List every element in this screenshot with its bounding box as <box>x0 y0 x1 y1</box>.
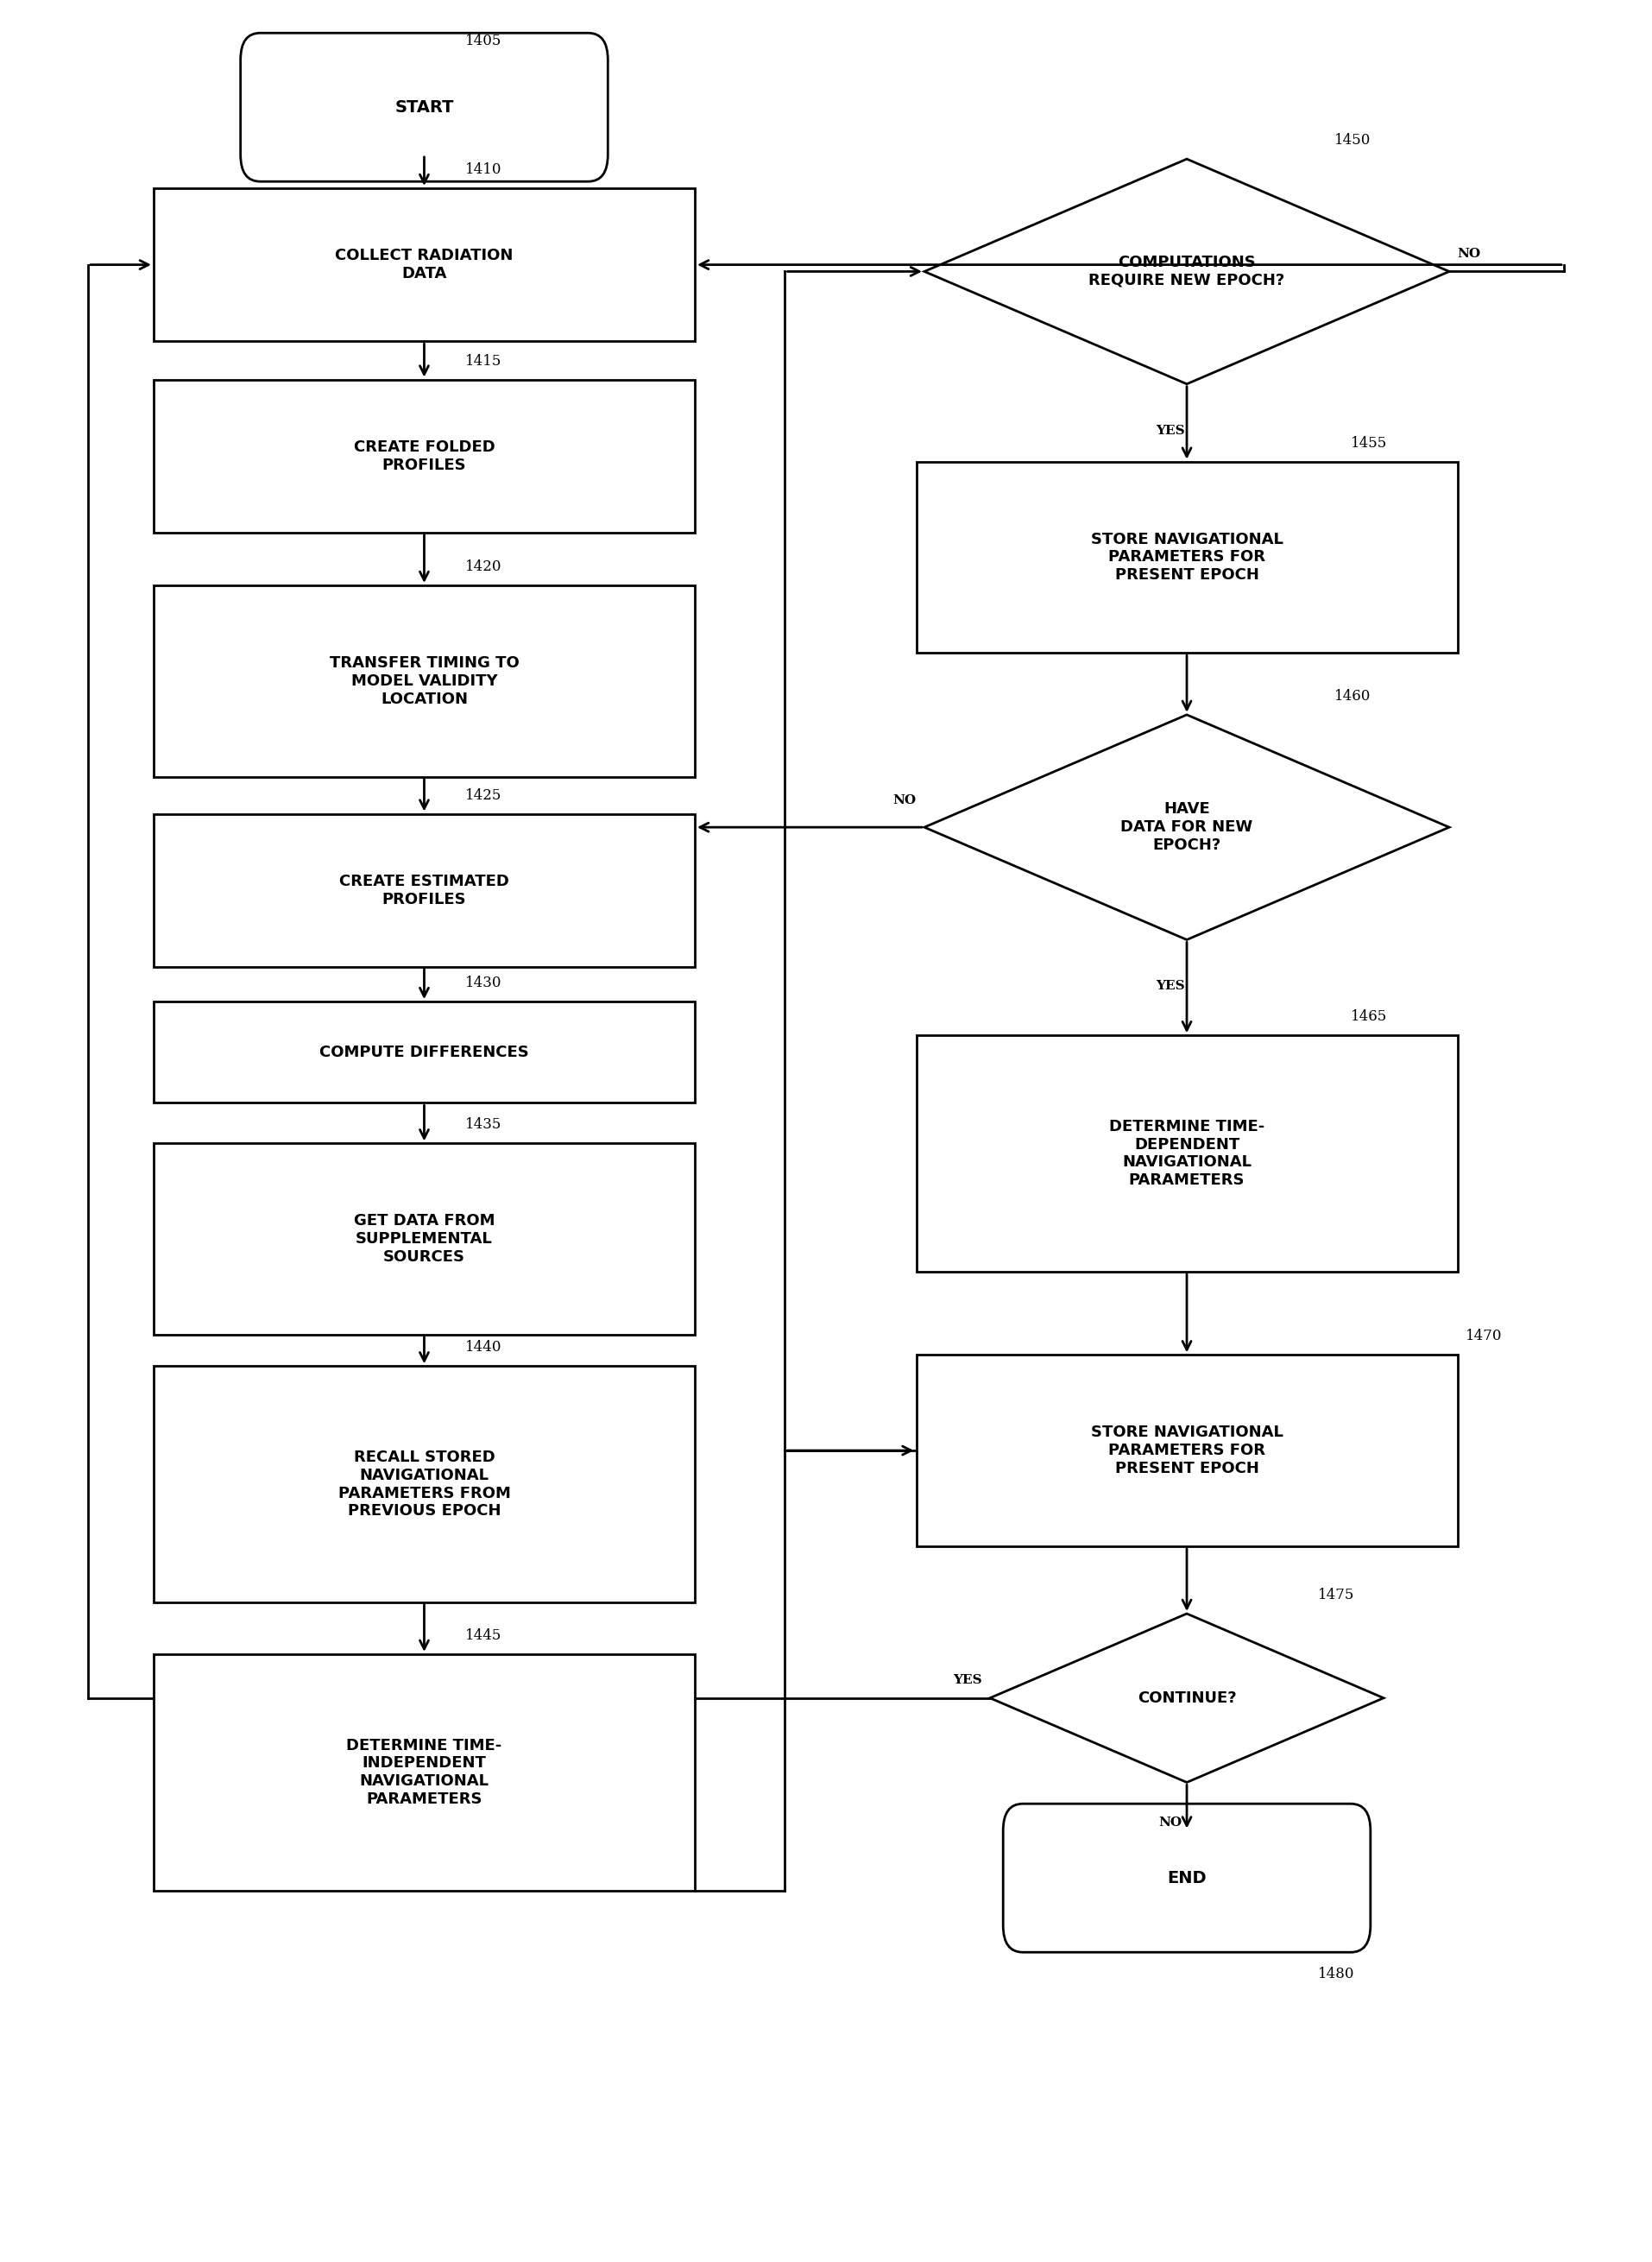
Text: NO: NO <box>892 794 917 805</box>
Text: 1470: 1470 <box>1465 1330 1502 1344</box>
Bar <box>154 814 695 966</box>
Text: RECALL STORED
NAVIGATIONAL
PARAMETERS FROM
PREVIOUS EPOCH: RECALL STORED NAVIGATIONAL PARAMETERS FR… <box>339 1450 510 1520</box>
Text: YES: YES <box>953 1674 981 1685</box>
Text: NO: NO <box>1158 1816 1183 1828</box>
Text: 1480: 1480 <box>1318 1968 1355 1982</box>
Text: START: START <box>395 100 454 115</box>
Text: TRANSFER TIMING TO
MODEL VALIDITY
LOCATION: TRANSFER TIMING TO MODEL VALIDITY LOCATI… <box>329 656 519 706</box>
Text: STORE NAVIGATIONAL
PARAMETERS FOR
PRESENT EPOCH: STORE NAVIGATIONAL PARAMETERS FOR PRESEN… <box>1090 1425 1284 1477</box>
Text: COMPUTE DIFFERENCES: COMPUTE DIFFERENCES <box>319 1045 529 1061</box>
Bar <box>917 1036 1457 1271</box>
Text: YES: YES <box>1156 979 1184 993</box>
FancyBboxPatch shape <box>1003 1803 1371 1952</box>
Text: 1405: 1405 <box>466 34 502 50</box>
Text: DETERMINE TIME-
INDEPENDENT
NAVIGATIONAL
PARAMETERS: DETERMINE TIME- INDEPENDENT NAVIGATIONAL… <box>347 1737 502 1807</box>
Text: 1455: 1455 <box>1351 437 1388 450</box>
Polygon shape <box>925 715 1449 939</box>
Text: 1415: 1415 <box>466 353 502 369</box>
Text: 1465: 1465 <box>1351 1009 1388 1025</box>
Text: YES: YES <box>1156 425 1184 437</box>
Text: CONTINUE?: CONTINUE? <box>1137 1690 1236 1706</box>
Bar <box>154 586 695 776</box>
Bar <box>154 1142 695 1335</box>
Text: CREATE FOLDED
PROFILES: CREATE FOLDED PROFILES <box>354 439 496 473</box>
FancyBboxPatch shape <box>241 34 608 181</box>
Text: 1425: 1425 <box>466 787 502 803</box>
Text: 1475: 1475 <box>1318 1588 1355 1601</box>
Text: 1420: 1420 <box>466 559 502 575</box>
Text: DETERMINE TIME-
DEPENDENT
NAVIGATIONAL
PARAMETERS: DETERMINE TIME- DEPENDENT NAVIGATIONAL P… <box>1108 1120 1264 1188</box>
Polygon shape <box>990 1613 1384 1782</box>
Text: NO: NO <box>1457 247 1480 260</box>
Text: COMPUTATIONS
REQUIRE NEW EPOCH?: COMPUTATIONS REQUIRE NEW EPOCH? <box>1089 256 1285 287</box>
Text: 1460: 1460 <box>1335 690 1371 703</box>
Bar <box>154 188 695 342</box>
Bar <box>154 380 695 532</box>
Text: COLLECT RADIATION
DATA: COLLECT RADIATION DATA <box>335 249 514 280</box>
Text: 1410: 1410 <box>466 163 502 176</box>
Polygon shape <box>925 158 1449 385</box>
Text: 1435: 1435 <box>466 1117 502 1131</box>
Bar <box>154 1002 695 1104</box>
Text: CREATE ESTIMATED
PROFILES: CREATE ESTIMATED PROFILES <box>339 873 509 907</box>
Text: 1440: 1440 <box>466 1339 502 1355</box>
Text: 1430: 1430 <box>466 975 502 991</box>
Bar <box>917 461 1457 654</box>
Bar <box>917 1355 1457 1547</box>
Bar <box>154 1366 695 1601</box>
Text: GET DATA FROM
SUPPLEMENTAL
SOURCES: GET DATA FROM SUPPLEMENTAL SOURCES <box>354 1212 494 1264</box>
Text: HAVE
DATA FOR NEW
EPOCH?: HAVE DATA FOR NEW EPOCH? <box>1120 801 1252 853</box>
Text: 1445: 1445 <box>466 1629 502 1642</box>
Text: END: END <box>1166 1871 1206 1887</box>
Bar <box>154 1654 695 1891</box>
Text: STORE NAVIGATIONAL
PARAMETERS FOR
PRESENT EPOCH: STORE NAVIGATIONAL PARAMETERS FOR PRESEN… <box>1090 532 1284 584</box>
Text: 1450: 1450 <box>1335 133 1371 147</box>
